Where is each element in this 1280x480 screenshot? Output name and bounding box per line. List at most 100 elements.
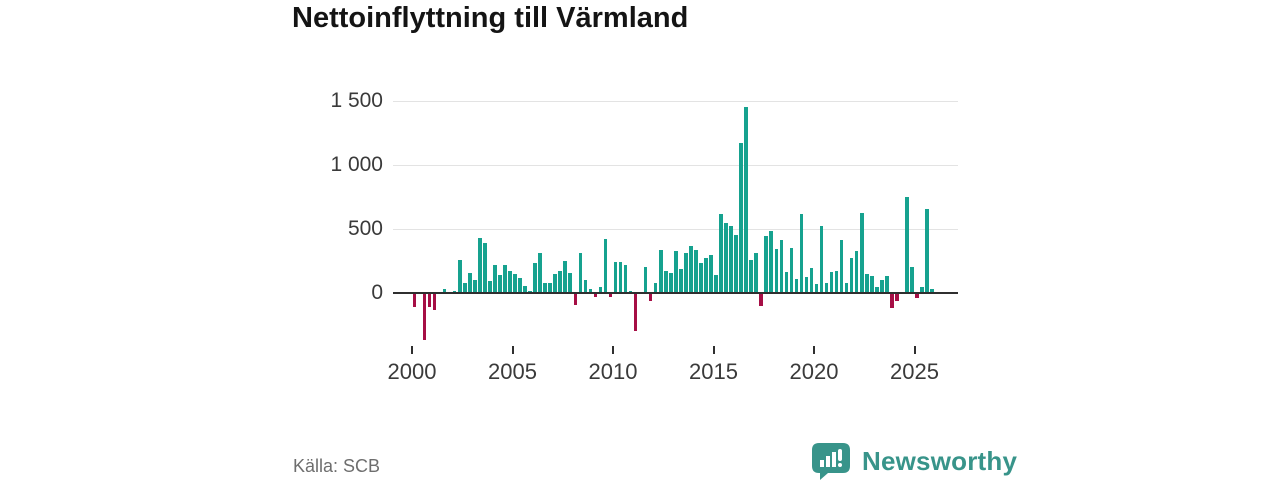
bar-2021-Q4 [849,258,854,293]
x-tick-2025 [913,346,916,354]
bar-2015-Q4 [729,226,733,293]
bar-2010-Q1 [613,261,618,293]
bar-2009-Q2 [598,286,603,293]
bar-2024-Q1 [895,293,899,301]
y-tick-label: 1 500 [330,89,383,112]
newsworthy-icon [812,443,850,480]
bar-2020-Q2 [819,226,824,293]
bar-2016-Q1 [734,235,738,293]
source-note: Källa: SCB [293,456,381,476]
bar-2025-Q1 [915,293,919,299]
bar-2019-Q3 [804,277,809,293]
bar-2017-Q4 [769,230,774,293]
x-tick-label: 2005 [488,359,537,384]
bar-2015-Q2 [719,214,723,293]
bar-2012-Q3 [663,270,668,293]
x-tick-2000 [411,346,413,354]
bar-2002-Q4 [467,272,472,293]
bar-2011-Q3 [643,267,648,293]
bar-2006-Q3 [543,283,547,293]
bar-2025-Q2 [920,286,924,293]
x-tick-label: 2015 [689,359,738,384]
bar-2024-Q4 [910,267,914,293]
bar-2004-Q1 [493,265,497,293]
bar-2014-Q4 [709,255,713,293]
bar-2023-Q1 [875,286,879,293]
bar-2012-Q1 [653,282,658,293]
bar-2018-Q4 [789,247,794,293]
bar-2014-Q3 [704,258,708,293]
bar-2017-Q3 [764,236,769,293]
y-tick-label: 0 [371,281,383,304]
bar-2003-Q2 [478,237,482,293]
bar-2008-Q2 [578,253,583,293]
bar-2024-Q3 [905,197,909,293]
x-tick-2020 [813,346,815,354]
bar-2004-Q3 [503,265,507,293]
zero-axis-line [393,292,958,294]
bar-2016-Q3 [744,106,748,293]
bar-2007-Q1 [553,274,557,293]
bar-2009-Q1 [593,293,598,297]
bar-2023-Q3 [885,276,889,293]
bar-2011-Q1 [633,293,638,332]
bar-2017-Q2 [759,293,764,307]
bar-2018-Q3 [784,271,789,293]
bar-2001-Q1 [432,293,437,311]
bar-2023-Q2 [880,279,884,293]
bar-2015-Q3 [724,222,728,293]
bar-2004-Q2 [498,275,502,293]
bar-2007-Q4 [568,273,573,293]
bar-2015-Q1 [714,275,718,293]
bar-2009-Q3 [603,239,608,293]
y-tick-label: 500 [347,217,383,240]
bar-2021-Q3 [844,282,849,293]
y-tick-label: 1 000 [330,153,383,176]
bar-2013-Q1 [674,251,678,293]
bar-2003-Q1 [473,279,477,293]
bar-2020-Q1 [814,284,819,293]
bar-2020-Q3 [824,282,829,293]
bar-2008-Q4 [588,289,593,293]
gridline-1000 [393,165,958,166]
bar-2007-Q3 [563,261,568,293]
bar-2006-Q1 [533,262,537,293]
x-tick-2005 [511,346,514,354]
x-tick-label: 2025 [890,359,939,384]
bar-2007-Q2 [558,270,563,293]
bar-2000-Q1 [412,293,417,308]
x-tick-label: 2020 [789,359,839,384]
bar-2022-Q2 [859,213,864,293]
gridline-500 [393,229,958,230]
bar-2001-Q3 [442,289,447,293]
bar-2021-Q1 [834,270,839,293]
x-tick-2010 [612,346,614,354]
bar-2019-Q2 [799,214,804,293]
bar-2000-Q3 [422,293,427,340]
bar-2013-Q2 [679,268,683,293]
x-tick-2015 [712,346,715,354]
bar-2005-Q3 [523,285,527,293]
bar-2016-Q4 [749,259,753,293]
bar-2019-Q4 [809,268,814,293]
bar-2008-Q1 [573,293,578,306]
bar-2008-Q3 [583,279,588,293]
bar-2005-Q2 [518,277,522,293]
bar-2006-Q2 [538,253,542,293]
bar-2004-Q4 [508,270,512,293]
brand-logo: Newsworthy [812,443,1017,480]
bar-2017-Q1 [754,253,758,293]
bar-2012-Q2 [658,250,663,293]
bar-2011-Q4 [648,293,653,302]
bar-2006-Q4 [548,282,552,293]
bar-2018-Q1 [774,249,779,293]
bar-2003-Q3 [483,243,487,293]
x-tick-label: 2000 [387,359,437,384]
bar-2002-Q3 [462,282,467,293]
bar-2014-Q2 [699,262,703,293]
bar-2023-Q4 [890,293,894,308]
bar-2022-Q1 [854,251,859,293]
bar-2005-Q1 [513,273,517,293]
bar-2009-Q4 [608,293,613,298]
bar-2013-Q3 [684,253,688,293]
